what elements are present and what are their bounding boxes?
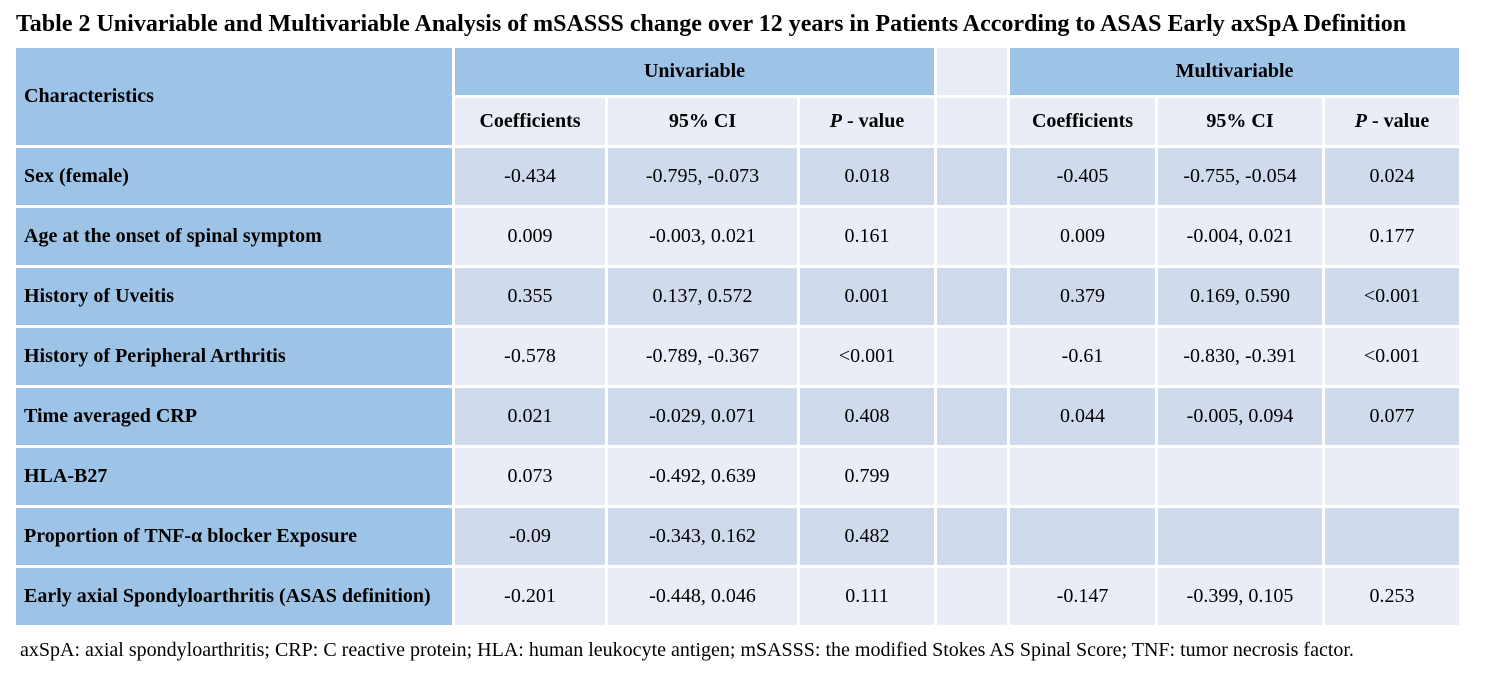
p-italic-label: P	[1354, 110, 1368, 132]
row-label: Time averaged CRP	[16, 388, 452, 445]
col-header-uni-ci: 95% CI	[608, 98, 797, 145]
uni-pvalue: 0.018	[800, 148, 935, 205]
uni-coefficient: 0.355	[455, 268, 605, 325]
table-row: Time averaged CRP 0.021 -0.029, 0.071 0.…	[16, 388, 1460, 445]
uni-coefficient: 0.021	[455, 388, 605, 445]
multi-coefficient: -0.405	[1010, 148, 1156, 205]
uni-coefficient: -0.578	[455, 328, 605, 385]
row-label: Proportion of TNF-α blocker Exposure	[16, 508, 452, 565]
table-footnote: axSpA: axial spondyloarthritis; CRP: C r…	[20, 639, 1354, 661]
table-row: Age at the onset of spinal symptom 0.009…	[16, 208, 1460, 265]
table-row: Proportion of TNF-α blocker Exposure -0.…	[16, 508, 1460, 565]
uni-ci: 0.137, 0.572	[608, 268, 797, 325]
multi-ci	[1158, 508, 1323, 565]
col-header-uni-pvalue: P - value	[800, 98, 935, 145]
multi-pvalue: 0.077	[1325, 388, 1460, 445]
col-header-multi-ci: 95% CI	[1158, 98, 1323, 145]
row-label: HLA-B27	[16, 448, 452, 505]
multi-coefficient: 0.379	[1010, 268, 1156, 325]
multi-coefficient: 0.044	[1010, 388, 1156, 445]
spacer-cell	[937, 48, 1008, 95]
table-row: Early axial Spondyloarthritis (ASAS defi…	[16, 568, 1460, 625]
uni-ci: -0.492, 0.639	[608, 448, 797, 505]
spacer-cell	[937, 448, 1008, 505]
table-title: Table 2 Univariable and Multivariable An…	[16, 11, 1407, 37]
multi-ci: -0.830, -0.391	[1158, 328, 1323, 385]
multi-pvalue: 0.253	[1325, 568, 1460, 625]
uni-coefficient: -0.201	[455, 568, 605, 625]
uni-pvalue: 0.799	[800, 448, 935, 505]
multi-coefficient	[1010, 448, 1156, 505]
multi-pvalue	[1325, 508, 1460, 565]
multi-coefficient: 0.009	[1010, 208, 1156, 265]
uni-pvalue: 0.408	[800, 388, 935, 445]
table-row: Sex (female) -0.434 -0.795, -0.073 0.018…	[16, 148, 1460, 205]
multi-pvalue: <0.001	[1325, 328, 1460, 385]
uni-ci: -0.795, -0.073	[608, 148, 797, 205]
multi-coefficient	[1010, 508, 1156, 565]
sub-header-row: Coefficients 95% CI P - value Coefficien…	[16, 98, 1460, 145]
table-row: HLA-B27 0.073 -0.492, 0.639 0.799	[16, 448, 1460, 505]
p-italic-label: P	[829, 110, 842, 132]
table-row: History of Uveitis 0.355 0.137, 0.572 0.…	[16, 268, 1460, 325]
multi-pvalue: <0.001	[1325, 268, 1460, 325]
multi-pvalue: 0.024	[1325, 148, 1460, 205]
multi-ci	[1158, 448, 1323, 505]
spacer-cell	[937, 98, 1008, 145]
analysis-table: Characteristics Univariable Multivariabl…	[13, 45, 1462, 628]
uni-coefficient: -0.09	[455, 508, 605, 565]
multi-pvalue	[1325, 448, 1460, 505]
group-header-multivariable: Multivariable	[1010, 48, 1460, 95]
uni-pvalue: 0.161	[800, 208, 935, 265]
spacer-cell	[937, 388, 1008, 445]
uni-coefficient: -0.434	[455, 148, 605, 205]
spacer-cell	[937, 268, 1008, 325]
p-rest-label: - value	[1367, 110, 1430, 132]
row-label: Sex (female)	[16, 148, 452, 205]
uni-ci: -0.789, -0.367	[608, 328, 797, 385]
group-header-row: Characteristics Univariable Multivariabl…	[16, 48, 1460, 145]
spacer-cell	[937, 208, 1008, 265]
uni-coefficient: 0.073	[455, 448, 605, 505]
row-label: History of Uveitis	[16, 268, 452, 325]
col-header-characteristics: Characteristics	[16, 48, 452, 145]
uni-ci: -0.448, 0.046	[608, 568, 797, 625]
spacer-cell	[937, 148, 1008, 205]
spacer-cell	[937, 568, 1008, 625]
group-header-univariable: Univariable	[455, 48, 935, 95]
spacer-cell	[937, 508, 1008, 565]
table-row: History of Peripheral Arthritis -0.578 -…	[16, 328, 1460, 385]
uni-ci: -0.343, 0.162	[608, 508, 797, 565]
row-label: Early axial Spondyloarthritis (ASAS defi…	[16, 568, 452, 625]
multi-coefficient: -0.147	[1010, 568, 1156, 625]
col-header-multi-coefficients: Coefficients	[1010, 98, 1156, 145]
col-header-multi-pvalue: P - value	[1325, 98, 1460, 145]
uni-ci: -0.029, 0.071	[608, 388, 797, 445]
uni-ci: -0.003, 0.021	[608, 208, 797, 265]
spacer-cell	[937, 328, 1008, 385]
uni-coefficient: 0.009	[455, 208, 605, 265]
multi-coefficient: -0.61	[1010, 328, 1156, 385]
multi-pvalue: 0.177	[1325, 208, 1460, 265]
uni-pvalue: <0.001	[800, 328, 935, 385]
p-rest-label: - value	[842, 110, 905, 132]
multi-ci: -0.005, 0.094	[1158, 388, 1323, 445]
multi-ci: -0.755, -0.054	[1158, 148, 1323, 205]
uni-pvalue: 0.001	[800, 268, 935, 325]
row-label: Age at the onset of spinal symptom	[16, 208, 452, 265]
multi-ci: -0.399, 0.105	[1158, 568, 1323, 625]
uni-pvalue: 0.111	[800, 568, 935, 625]
row-label: History of Peripheral Arthritis	[16, 328, 452, 385]
multi-ci: -0.004, 0.021	[1158, 208, 1323, 265]
uni-pvalue: 0.482	[800, 508, 935, 565]
col-header-uni-coefficients: Coefficients	[455, 98, 605, 145]
multi-ci: 0.169, 0.590	[1158, 268, 1323, 325]
